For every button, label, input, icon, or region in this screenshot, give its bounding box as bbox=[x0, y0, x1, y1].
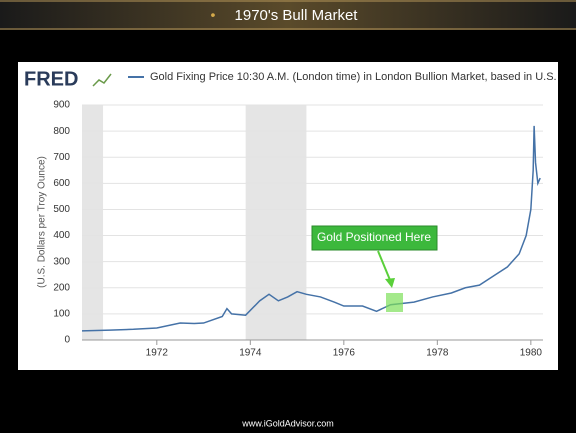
logo-icon bbox=[92, 73, 112, 87]
y-axis-label: (U.S. Dollars per Troy Ounce) bbox=[37, 156, 48, 288]
data-line bbox=[82, 125, 541, 332]
recession-band bbox=[82, 105, 104, 340]
x-tick-label: 1980 bbox=[520, 348, 543, 359]
annotation: Gold Positioned Here bbox=[317, 230, 431, 244]
y-tick-label: 700 bbox=[53, 152, 70, 163]
footer: www.iGoldAdvisor.com bbox=[241, 418, 334, 428]
brand-logo: FRED bbox=[24, 68, 78, 90]
y-tick-label: 600 bbox=[53, 178, 70, 189]
annotation-box bbox=[311, 225, 438, 251]
y-tick-label: 900 bbox=[53, 100, 70, 111]
slide-title: 1970's Bull Market bbox=[235, 7, 359, 24]
arrow-head bbox=[385, 278, 395, 288]
annotation-arrow bbox=[377, 250, 391, 281]
title-bar bbox=[0, 0, 576, 30]
legend-label: Gold Fixing Price 10:30 A.M. (London tim… bbox=[150, 71, 568, 83]
highlight-box bbox=[386, 293, 403, 312]
x-tick-label: 1972 bbox=[146, 348, 169, 359]
y-tick-label: 100 bbox=[53, 309, 70, 320]
x-tick-label: 1974 bbox=[239, 348, 262, 359]
y-tick-label: 200 bbox=[53, 282, 70, 293]
recession-band bbox=[245, 105, 307, 340]
x-tick-label: 1976 bbox=[333, 348, 356, 359]
y-tick-label: 300 bbox=[53, 256, 70, 267]
y-tick-label: 800 bbox=[53, 126, 70, 137]
y-tick-label: 500 bbox=[53, 204, 70, 215]
y-tick-label: 0 bbox=[64, 335, 70, 346]
bullet: • bbox=[211, 7, 216, 23]
x-tick-label: 1978 bbox=[426, 348, 449, 359]
y-tick-label: 400 bbox=[53, 230, 70, 241]
